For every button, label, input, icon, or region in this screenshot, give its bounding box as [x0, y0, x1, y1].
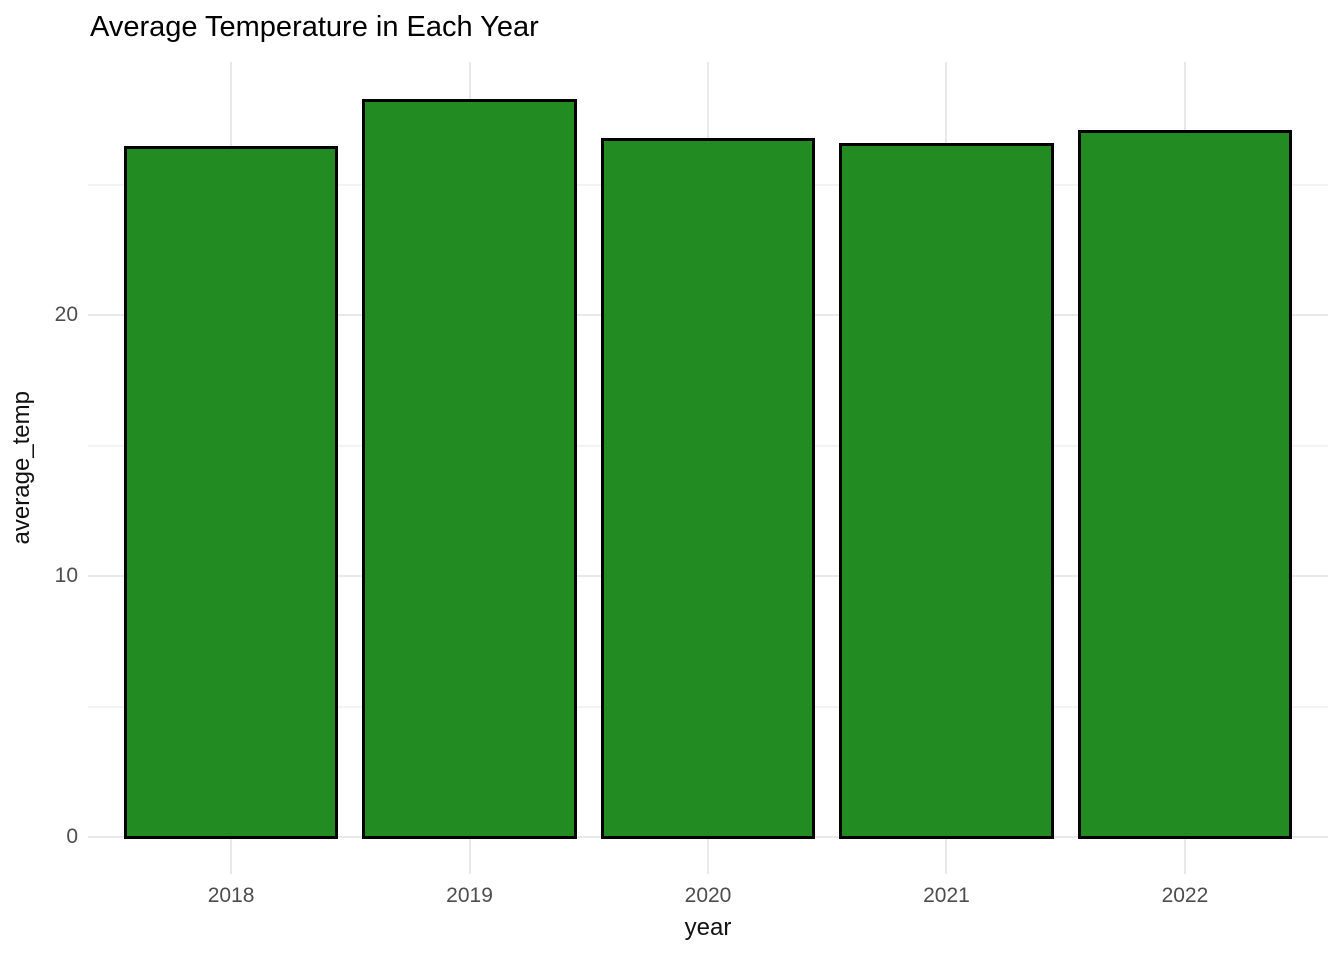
bar-2022: [1077, 130, 1293, 839]
x-tick-label-2019: 2019: [446, 884, 493, 907]
y-tick-label-20: 20: [54, 303, 78, 327]
chart-title: Average Temperature in Each Year: [90, 11, 539, 43]
x-tick-label-2021: 2021: [923, 884, 970, 907]
plot-area: [88, 62, 1328, 874]
y-axis-title: average_temp: [4, 62, 40, 874]
x-tick-label-2018: 2018: [207, 884, 255, 907]
y-tick-label-10: 10: [54, 564, 78, 588]
y-axis-title-text: average_temp: [8, 391, 35, 545]
y-tick-label-0: 0: [66, 824, 78, 848]
bar-2020: [600, 138, 816, 839]
bar-2021: [839, 143, 1054, 839]
x-tick-label-2020: 2020: [684, 884, 732, 907]
x-axis-title: year: [684, 914, 732, 941]
bar-2018: [123, 145, 339, 839]
x-tick-label-2022: 2022: [1161, 884, 1209, 907]
bar-2019: [362, 99, 577, 839]
